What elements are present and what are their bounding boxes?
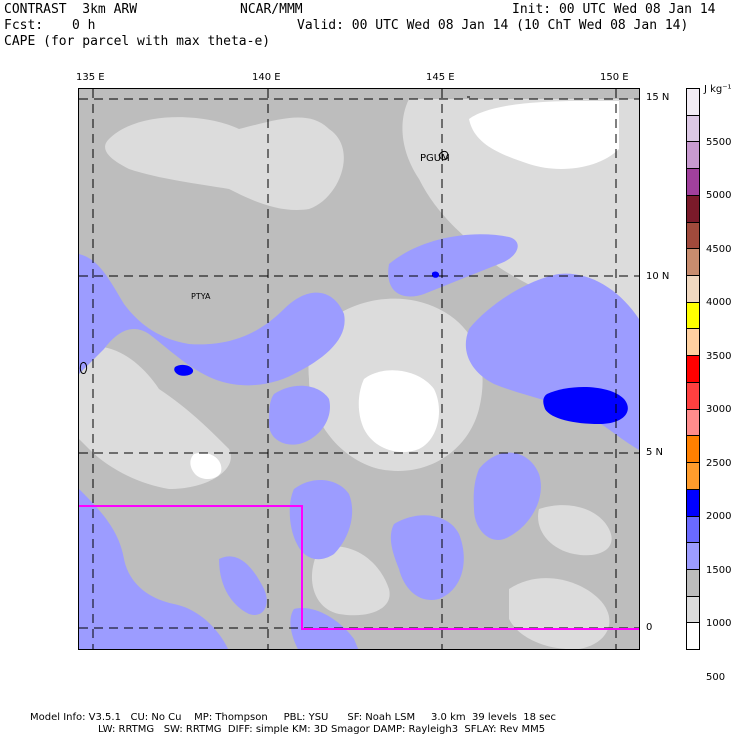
colorbar-segment [687, 382, 699, 410]
blue-region-west [79, 254, 345, 386]
lon-label-150: 150 E [600, 72, 629, 83]
forecast-hour: 0 h [72, 18, 96, 33]
white-region-center [358, 370, 439, 453]
colorbar-segment [687, 409, 699, 437]
lon-label-135: 135 E [76, 72, 105, 83]
guam-coast [438, 150, 449, 161]
lon-label-140: 140 E [252, 72, 281, 83]
model-title: CONTRAST 3km ARW [4, 2, 138, 17]
colorbar-label: 2000 [706, 511, 732, 523]
blue-region-sw [79, 489, 228, 649]
colorbar-segment [687, 569, 699, 597]
colorbar-label: 4500 [706, 243, 732, 255]
colorbar-label: 1500 [706, 564, 732, 576]
colorbar-segment [687, 596, 699, 624]
colorbar-segment [687, 222, 699, 250]
blue-region-south-center [289, 479, 353, 560]
light-region-se [509, 578, 610, 649]
blue-region-sw2 [219, 556, 267, 615]
station-label-ptya: PTYA [191, 292, 211, 301]
colorbar-segment [687, 356, 699, 383]
blue-region-north [388, 234, 518, 297]
colorbar-label: 500 [706, 671, 726, 683]
colorbar-label: 1000 [706, 618, 732, 630]
lon-label-145: 145 E [426, 72, 455, 83]
lat-label-0: 0 [646, 622, 653, 633]
colorbar-label: 3000 [706, 404, 732, 416]
colorbar-label: 2500 [706, 457, 732, 469]
colorbar-segment [687, 195, 699, 223]
colorbar-segment [687, 142, 699, 170]
blue-region-east [465, 273, 639, 450]
colorbar-segment [687, 489, 699, 517]
cape-1500-regions [174, 271, 628, 424]
model-info-line1: Model Info: V3.5.1 CU: No Cu MP: Thompso… [30, 712, 556, 723]
organization: NCAR/MMM [240, 2, 303, 17]
white-region-west [190, 452, 222, 480]
colorbar-segment [687, 115, 699, 143]
light-region-ne [402, 99, 639, 408]
colorbar-segment [687, 623, 699, 650]
light-region-east [538, 505, 612, 556]
colorbar-segment [687, 463, 699, 490]
colorbar-units: J kg⁻¹ [704, 84, 732, 95]
init-time: Init: 00 UTC Wed 08 Jan 14 [512, 2, 716, 17]
colorbar-segment [687, 302, 699, 330]
colorbar-label: 5000 [706, 190, 732, 202]
model-info-line2: LW: RRTMG SW: RRTMG DIFF: simple KM: 3D … [98, 724, 546, 735]
blue-core-east [543, 387, 628, 424]
nested-domain-boundary [79, 505, 639, 630]
colorbar-label: 5500 [706, 136, 732, 148]
lat-label-5n: 5 N [646, 447, 664, 458]
colorbar-segment [687, 89, 699, 116]
blue-region-mid [269, 385, 330, 445]
blue-region-se [473, 452, 541, 540]
cape-map: PGUM PTYA [78, 88, 640, 650]
colorbar [686, 88, 700, 650]
blue-core-west [174, 364, 194, 376]
forecast-label: Fcst: [4, 18, 44, 33]
colorbar-segment [687, 249, 699, 277]
lat-label-10n: 10 N [646, 271, 670, 282]
lat-label-15n: 15 N [646, 92, 670, 103]
blue-region-south-east [390, 515, 464, 600]
cape-zero-regions [190, 101, 619, 480]
colorbar-segment [687, 276, 699, 303]
cape-field-svg [79, 89, 639, 649]
west-island-coast [79, 361, 88, 374]
station-label-pgum: PGUM [420, 153, 450, 164]
colorbar-label: 4000 [706, 297, 732, 309]
light-region-nw [105, 117, 344, 210]
colorbar-segment [687, 543, 699, 570]
colorbar-label: 3500 [706, 350, 732, 362]
colorbar-segment [687, 516, 699, 544]
coastlines [79, 96, 470, 374]
field-title: CAPE (for parcel with max theta-e) [4, 34, 271, 49]
blue-core-north [432, 271, 440, 278]
colorbar-segment [687, 329, 699, 357]
light-region-south [311, 546, 390, 616]
valid-time: Valid: 00 UTC Wed 08 Jan 14 (10 ChT Wed … [297, 18, 689, 33]
colorbar-segment [687, 169, 699, 196]
white-region-ne [469, 101, 619, 169]
colorbar-segment [687, 436, 699, 464]
